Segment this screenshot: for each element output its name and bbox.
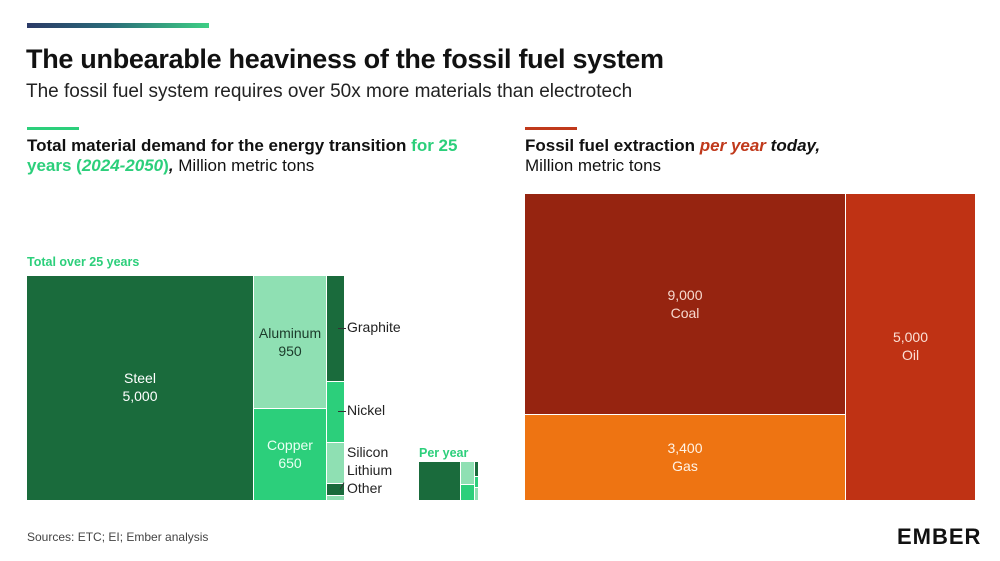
left-title-part1: Total material demand for the energy tra…	[27, 136, 412, 155]
left-title-part5: ,	[168, 156, 174, 175]
per-year-label: Per year	[419, 446, 469, 460]
aluminum-value: 950	[278, 343, 302, 359]
peryear-cell-copper	[461, 485, 474, 500]
left-title-part2: for 25 years (	[27, 136, 458, 175]
treemap-cell-graphite	[327, 276, 344, 381]
peryear-cell-steel	[419, 462, 460, 500]
total-over-25-years-label: Total over 25 years	[27, 255, 140, 269]
copper-label: Copper 650	[254, 436, 326, 472]
treemap-cell-coal: 9,000 Coal	[525, 194, 845, 414]
steel-name: Steel	[124, 370, 156, 386]
coal-value: 9,000	[667, 287, 703, 303]
oil-value: 5,000	[892, 329, 929, 345]
steel-value: 5,000	[122, 388, 158, 404]
page-subtitle: The fossil fuel system requires over 50x…	[26, 81, 633, 102]
left-title-part6: Million metric tons	[173, 156, 315, 175]
oil-label: 5,000 Oil	[846, 328, 975, 364]
gas-value: 3,400	[667, 440, 703, 456]
treemap-cell-lithium	[327, 484, 344, 495]
other-label: Other	[347, 480, 383, 496]
ember-logo: EMBER	[897, 524, 982, 549]
treemap-cell-other	[327, 496, 344, 500]
peryear-cell-graphite	[475, 462, 478, 476]
lithium-label: Lithium	[347, 462, 393, 478]
page-title: The unbearable heaviness of the fossil f…	[26, 44, 664, 74]
treemap-cell-aluminum: Aluminum 950	[254, 276, 326, 408]
left-panel-accent-line	[27, 127, 79, 130]
peryear-cell-other	[475, 488, 478, 500]
gas-label: 3,400 Gas	[525, 439, 845, 475]
treemap-cell-copper: Copper 650	[254, 409, 326, 500]
copper-value: 650	[278, 455, 302, 471]
peryear-cell-nickel	[475, 477, 478, 487]
right-title-part3: today,	[765, 136, 821, 155]
top-accent-bar	[27, 23, 209, 28]
left-title-part3: 2024-2050	[81, 156, 164, 175]
oil-name: Oil	[901, 347, 920, 363]
treemap-cell-oil: 5,000 Oil	[846, 194, 975, 500]
steel-label: Steel 5,000	[27, 369, 253, 405]
nickel-label: Nickel	[347, 402, 386, 418]
right-title-part1: Fossil fuel extraction	[525, 136, 700, 155]
aluminum-name: Aluminum	[258, 325, 322, 341]
coal-name: Coal	[670, 305, 700, 321]
nickel-leader-line	[338, 411, 346, 412]
treemap-cell-nickel	[327, 382, 344, 442]
copper-name: Copper	[267, 437, 313, 453]
coal-label: 9,000 Coal	[525, 286, 845, 322]
right-panel-accent-line	[525, 127, 577, 130]
treemap-cell-silicon	[327, 443, 344, 483]
right-title-part4: Million metric tons	[525, 156, 662, 175]
left-panel-title: Total material demand for the energy tra…	[27, 136, 477, 176]
graphite-leader-line	[338, 328, 346, 329]
right-panel-title: Fossil fuel extraction per year today, Mi…	[525, 136, 975, 176]
treemap-cell-steel: Steel 5,000	[27, 276, 253, 500]
left-title-part4: )	[163, 156, 169, 175]
graphite-label: Graphite	[347, 319, 401, 335]
sources-note: Sources: ETC; EI; Ember analysis	[27, 530, 209, 544]
gas-name: Gas	[672, 458, 698, 474]
treemap-cell-gas: 3,400 Gas	[525, 415, 845, 500]
peryear-cell-aluminum	[461, 462, 474, 484]
right-title-part2: per year	[699, 136, 766, 155]
silicon-label: Silicon	[347, 444, 389, 460]
aluminum-label: Aluminum 950	[254, 324, 326, 360]
